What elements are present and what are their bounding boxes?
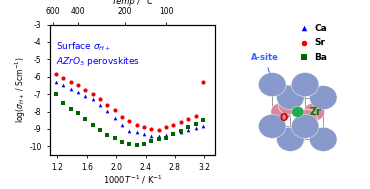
Circle shape — [304, 103, 325, 121]
Point — [163, 136, 169, 139]
Point — [75, 112, 81, 115]
Point — [104, 103, 110, 106]
Point — [60, 76, 66, 79]
Text: Sr: Sr — [314, 38, 325, 47]
Text: Surface $\sigma_{H+}$: Surface $\sigma_{H+}$ — [56, 40, 111, 53]
Point — [192, 126, 198, 129]
Point — [104, 133, 110, 136]
Point — [90, 123, 95, 126]
Point — [112, 108, 118, 111]
Circle shape — [276, 86, 304, 110]
X-axis label: $1000T^{-1}$ / K$^{-1}$: $1000T^{-1}$ / K$^{-1}$ — [103, 174, 162, 186]
Point — [104, 109, 110, 112]
Point — [200, 81, 206, 84]
Point — [68, 87, 74, 90]
Circle shape — [287, 82, 308, 100]
Point — [53, 73, 59, 76]
Point — [301, 41, 307, 44]
Text: O: O — [279, 113, 287, 123]
Circle shape — [309, 127, 337, 151]
Point — [82, 94, 88, 97]
Point — [141, 126, 147, 129]
Point — [178, 129, 184, 132]
Point — [90, 98, 95, 101]
Y-axis label: log($\sigma_{H+}$ / Scm$^{-1}$): log($\sigma_{H+}$ / Scm$^{-1}$) — [13, 57, 28, 123]
Circle shape — [259, 73, 286, 97]
Point — [148, 139, 154, 143]
Circle shape — [278, 96, 299, 115]
Point — [178, 120, 184, 123]
Point — [192, 122, 198, 125]
Point — [200, 119, 206, 122]
Point — [60, 101, 66, 104]
Text: $AZrO_3$ perovskites: $AZrO_3$ perovskites — [56, 55, 140, 68]
Point — [127, 129, 132, 132]
Point — [156, 134, 162, 137]
Point — [119, 115, 125, 118]
Point — [185, 126, 191, 129]
Text: A-site: A-site — [251, 53, 279, 82]
Point — [127, 142, 132, 145]
Point — [301, 27, 307, 30]
Point — [200, 125, 206, 128]
Point — [82, 88, 88, 91]
Point — [148, 127, 154, 130]
Point — [192, 114, 198, 117]
Point — [141, 133, 147, 136]
Point — [134, 144, 139, 147]
Text: Ca: Ca — [314, 24, 327, 33]
Point — [112, 137, 118, 140]
Point — [171, 132, 176, 135]
Point — [75, 84, 81, 87]
Point — [53, 93, 59, 96]
Point — [156, 128, 162, 131]
Point — [185, 128, 191, 131]
Text: Zr: Zr — [310, 107, 322, 117]
Circle shape — [287, 124, 308, 142]
Point — [163, 133, 169, 136]
Point — [156, 138, 162, 141]
Point — [75, 91, 81, 94]
Point — [53, 81, 59, 84]
Point — [301, 56, 307, 59]
Point — [68, 81, 74, 84]
Point — [119, 124, 125, 127]
Circle shape — [292, 73, 319, 97]
Point — [127, 120, 132, 123]
Point — [134, 131, 139, 134]
Point — [97, 128, 103, 131]
Circle shape — [309, 86, 337, 110]
Point — [68, 107, 74, 110]
Point — [134, 123, 139, 126]
Point — [119, 140, 125, 143]
Point — [171, 133, 176, 136]
Point — [163, 126, 169, 129]
Point — [82, 118, 88, 121]
Point — [185, 118, 191, 121]
Point — [171, 123, 176, 126]
Point — [90, 93, 95, 96]
Circle shape — [296, 109, 317, 128]
Point — [148, 134, 154, 137]
Circle shape — [276, 127, 304, 151]
Circle shape — [271, 103, 292, 121]
Point — [97, 103, 103, 106]
Point — [97, 98, 103, 101]
Point — [112, 117, 118, 120]
Point — [178, 130, 184, 133]
X-axis label: Temp / °C: Temp / °C — [112, 0, 153, 6]
Point — [60, 84, 66, 87]
Circle shape — [292, 114, 319, 138]
Circle shape — [292, 106, 304, 117]
Point — [141, 142, 147, 145]
Circle shape — [259, 114, 286, 138]
Text: Ba: Ba — [314, 53, 327, 62]
